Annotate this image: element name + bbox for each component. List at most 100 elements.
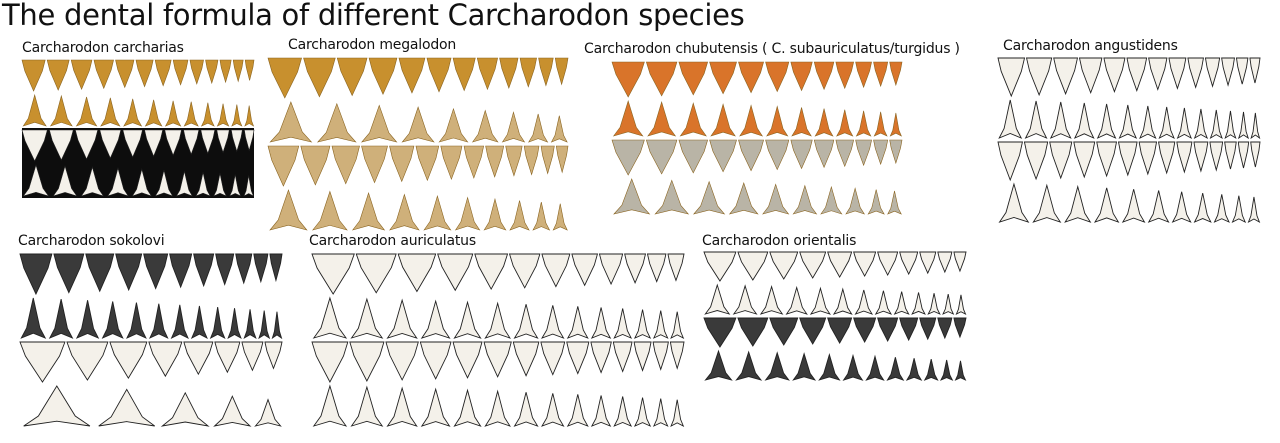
tooth [835, 139, 855, 168]
tooth [732, 284, 758, 315]
tooth [53, 253, 85, 294]
tooth [154, 170, 174, 197]
tooth [397, 253, 437, 293]
tooth [827, 251, 853, 278]
tooth [1158, 141, 1176, 175]
tooth [571, 253, 599, 287]
tooth [200, 129, 216, 155]
tooth [1025, 57, 1053, 97]
tooth [453, 300, 482, 339]
tooth [704, 349, 733, 381]
tooth [311, 341, 349, 383]
tooth [813, 139, 835, 169]
tooth [209, 307, 226, 339]
tooth [123, 98, 143, 127]
tooth [200, 102, 215, 127]
tooth [398, 57, 426, 94]
tooth [887, 190, 902, 215]
tooth [1209, 109, 1223, 140]
tooth [809, 286, 831, 315]
tooth [227, 308, 242, 339]
tooth [101, 301, 124, 339]
tooth [170, 304, 189, 339]
tooth [937, 251, 953, 274]
tooth [148, 341, 183, 378]
tooth [613, 396, 633, 427]
tooth [420, 299, 451, 339]
tooth [1176, 107, 1193, 139]
tooth [566, 341, 590, 375]
tooth [48, 299, 74, 339]
tooth [19, 341, 66, 383]
tooth [566, 394, 589, 427]
tooth [303, 57, 336, 98]
tooth [269, 101, 313, 143]
tooth [654, 179, 690, 215]
tooth [540, 341, 566, 376]
tooth [46, 59, 70, 91]
tooth [437, 253, 474, 292]
tooth [541, 393, 565, 427]
tooth [205, 59, 219, 85]
tooth [484, 389, 511, 427]
tooth [873, 61, 889, 88]
tooth [611, 139, 645, 176]
tooth [241, 341, 264, 372]
tooth [867, 189, 885, 215]
tooth [633, 397, 652, 427]
tooth [193, 253, 215, 288]
tooth [311, 253, 355, 295]
tooth [1138, 141, 1158, 176]
tooth [853, 317, 877, 344]
tooth [21, 59, 46, 92]
tooth [669, 341, 685, 370]
tooth [1224, 110, 1237, 140]
tooth [832, 287, 853, 315]
tooth [923, 358, 939, 381]
panel-label-angustidens: Carcharodon angustidens [1003, 38, 1178, 54]
tooth [541, 305, 565, 339]
tooth [144, 129, 164, 157]
tooth [386, 298, 418, 339]
tooth [213, 395, 252, 427]
tooth [164, 100, 182, 127]
tooth [1126, 57, 1148, 92]
tooth [927, 293, 941, 315]
tooth [1032, 183, 1062, 223]
tooth [350, 385, 384, 427]
tooth [1237, 141, 1250, 169]
tooth-grid-megalodon [267, 57, 569, 231]
tooth [20, 297, 47, 339]
tooth [998, 182, 1030, 223]
tooth [735, 350, 763, 381]
tooth [264, 341, 283, 370]
tooth [710, 103, 736, 137]
tooth [22, 163, 50, 197]
tooth [244, 59, 255, 81]
tooth [919, 251, 937, 275]
tooth [1073, 102, 1095, 139]
tooth [899, 251, 919, 276]
panel-label-auriculatus: Carcharodon auriculatus [309, 233, 476, 249]
tooth [350, 297, 384, 339]
tooth [552, 203, 568, 231]
tooth [423, 194, 452, 231]
tooth [1176, 141, 1193, 174]
tooth [389, 193, 420, 231]
tooth [213, 173, 227, 197]
tooth [738, 61, 764, 94]
tooth [85, 253, 115, 293]
tooth [452, 341, 483, 379]
tooth [703, 251, 737, 282]
tooth [611, 61, 645, 98]
tooth [143, 253, 169, 290]
tooth [499, 57, 519, 89]
tooth [312, 384, 348, 427]
tooth [505, 145, 523, 177]
tooth [513, 392, 539, 427]
tooth [216, 103, 230, 127]
tooth [512, 341, 540, 377]
panel-label-sokolovi: Carcharodon sokolovi [18, 233, 165, 249]
tooth [508, 253, 541, 289]
tooth [678, 139, 709, 174]
